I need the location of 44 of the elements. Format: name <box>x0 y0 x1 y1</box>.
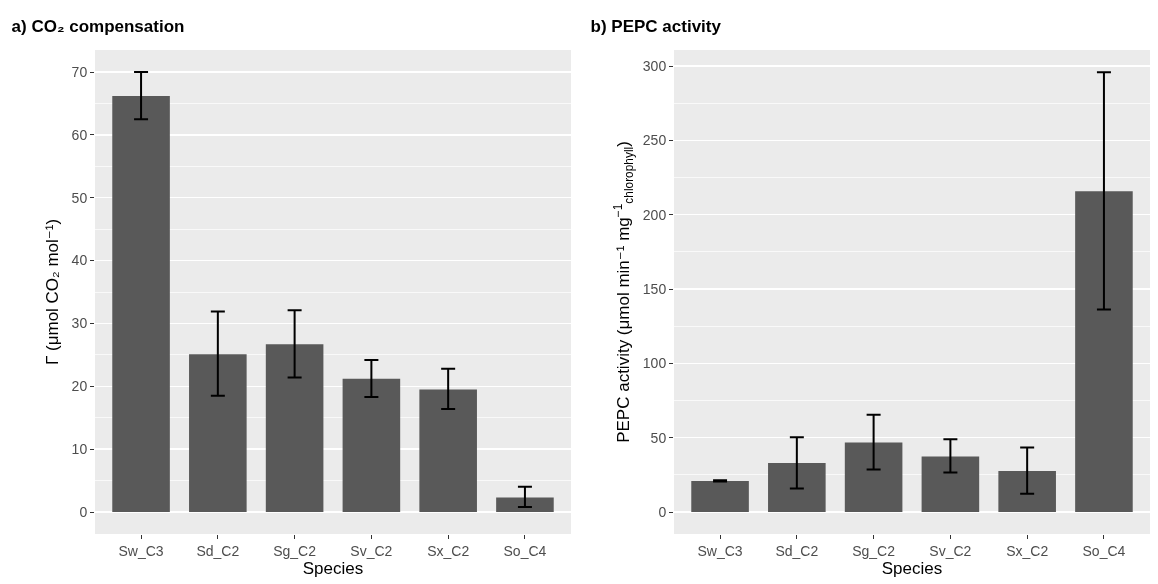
y-tick-label: 40 <box>71 252 88 269</box>
y-tick-label: 50 <box>650 429 667 446</box>
y-tick-label: 150 <box>642 280 667 297</box>
y-tick-label: 30 <box>71 315 88 332</box>
x-tick-label: Sx_C2 <box>1006 542 1049 559</box>
x-tick-label: Sd_C2 <box>775 542 819 559</box>
x-tick-label: Sw_C3 <box>118 542 164 559</box>
x-tick-label: Sd_C2 <box>196 542 240 559</box>
y-tick-label: 60 <box>71 126 88 143</box>
x-tick-label: Sw_C3 <box>697 542 743 559</box>
bar <box>998 470 1056 512</box>
x-tick-label: So_C4 <box>1082 542 1126 559</box>
y-axis-title: Γ (μmol CO₂ mol⁻¹) <box>43 218 63 366</box>
y-tick-label: 250 <box>642 132 667 149</box>
y-tick-label: 300 <box>642 57 667 74</box>
y-tick-label: 20 <box>71 378 88 395</box>
x-tick-label: Sx_C2 <box>427 542 470 559</box>
bar <box>189 354 247 512</box>
bar <box>342 378 401 512</box>
x-tick-label: So_C4 <box>503 542 547 559</box>
x-tick-label: Sv_C2 <box>929 542 972 559</box>
y-tick-label: 100 <box>642 355 667 372</box>
bar <box>1075 191 1133 512</box>
bar <box>921 456 980 512</box>
bar <box>768 463 826 512</box>
y-tick-label: 0 <box>79 503 88 520</box>
x-tick-label: Sg_C2 <box>273 542 317 559</box>
y-tick-label: 50 <box>71 189 88 206</box>
x-axis-title: Species <box>302 559 364 579</box>
x-axis-title: Species <box>881 559 943 579</box>
bar <box>112 95 170 512</box>
chart-title: b) PEPC activity <box>590 17 722 37</box>
y-tick-label: 10 <box>71 441 88 458</box>
y-tick-label: 0 <box>658 503 667 520</box>
y-tick-label: 70 <box>71 63 88 80</box>
chart-title: a) CO₂ compensation <box>11 17 185 37</box>
bar <box>496 497 554 512</box>
x-tick-label: Sv_C2 <box>350 542 393 559</box>
bar <box>265 344 324 512</box>
bar <box>419 389 477 512</box>
bar <box>844 442 903 512</box>
bar <box>691 480 749 512</box>
x-tick-label: Sg_C2 <box>852 542 896 559</box>
y-tick-label: 200 <box>642 206 667 223</box>
